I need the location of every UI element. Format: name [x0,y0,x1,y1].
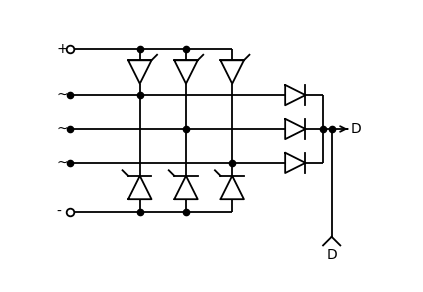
Text: D: D [351,122,362,136]
Text: ~: ~ [57,122,68,136]
Text: ~: ~ [57,88,68,102]
Text: D: D [326,248,337,263]
Text: +: + [57,42,68,56]
Text: -: - [57,205,61,219]
Text: ~: ~ [57,156,68,170]
